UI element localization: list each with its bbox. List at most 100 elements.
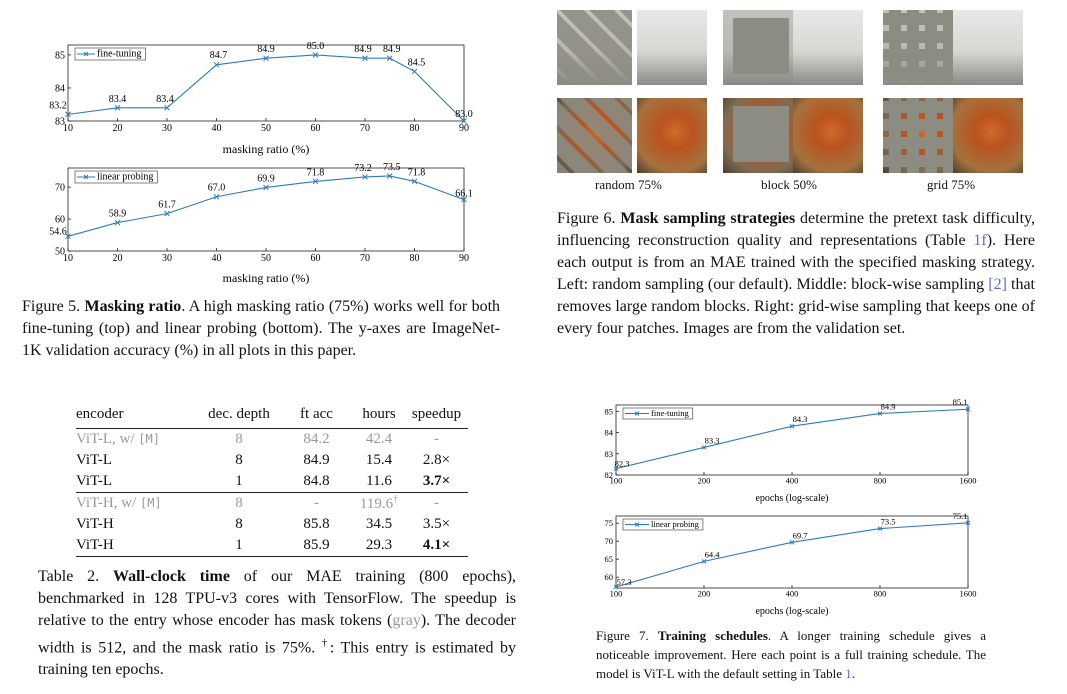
x-tick-label: 30	[162, 123, 172, 134]
data-point	[411, 178, 418, 185]
data-point	[213, 193, 220, 200]
data-label: 83.0	[455, 109, 473, 120]
data-point	[613, 466, 619, 471]
x-tick-label: 200	[698, 589, 711, 599]
table-row: ViT-L 8 84.9 15.4 2.8×	[76, 452, 451, 468]
data-point	[789, 423, 795, 429]
table2-header: ft acc	[300, 406, 333, 422]
table-row: ViT-H 1 85.9 29.3 4.1×	[76, 535, 468, 557]
data-label: 71.8	[408, 167, 426, 178]
data-point	[386, 55, 393, 62]
mask-pattern	[557, 98, 632, 173]
fig7-ref-table[interactable]: 1	[845, 666, 852, 681]
legend-label: fine-tuning	[97, 49, 141, 60]
data-point	[164, 104, 170, 111]
mask-pattern	[723, 98, 798, 173]
legend-label: fine-tuning	[651, 408, 690, 418]
fig7-caption: Figure 7. Training schedules. A longer t…	[596, 628, 987, 681]
data-label: 85.0	[307, 41, 325, 52]
x-tick-label: 90	[459, 123, 469, 134]
table2-header: dec. depth	[208, 406, 270, 422]
fig7-caption-title: Training schedules	[657, 628, 768, 643]
reconstruction-image	[637, 10, 707, 85]
mask-pattern	[557, 10, 632, 85]
data-point	[789, 539, 795, 545]
table-row: ViT-L, w/ [M] 8 84.2 42.4 -	[76, 428, 468, 450]
data-point	[965, 406, 971, 412]
data-label: 84.9	[383, 44, 401, 55]
y-tick-label: 65	[605, 554, 614, 564]
data-point	[965, 520, 971, 526]
mask-pattern	[883, 10, 958, 85]
y-tick-label: 83	[55, 117, 65, 128]
x-tick-label: 200	[698, 476, 711, 486]
fig5-charts: 10 20 30 40 50 60 70 80 90 83 84 85 83.2 83.4 83.4 84.7…	[49, 41, 473, 285]
series-line	[67, 175, 465, 237]
table-row: ViT-H 8 85.8 34.5 3.5×	[76, 516, 451, 532]
data-label: 83.2	[49, 100, 67, 111]
y-tick-label: 84	[55, 83, 65, 94]
fig6-label-random: random 75%	[595, 177, 662, 192]
fig6-ref-citation[interactable]: [2]	[988, 276, 1007, 293]
mask-pattern	[883, 98, 958, 173]
fig5-caption-title: Masking ratio	[84, 298, 182, 315]
fig6-ref-table[interactable]: 1f	[973, 232, 987, 249]
data-label: 66.1	[455, 189, 473, 200]
data-label: 82.3	[615, 459, 630, 469]
data-label: 84.9	[354, 44, 372, 55]
data-label: 84.3	[793, 414, 808, 424]
data-label: 83.4	[156, 94, 174, 105]
data-point	[461, 118, 467, 124]
data-point	[312, 52, 319, 58]
table2: encoder dec. depth ft acc hours speedup …	[76, 404, 468, 557]
masked-input-image	[723, 10, 798, 85]
mask-pattern	[723, 10, 798, 85]
fig7-charts: 100 200 400 800 1600 82 83 84 85 82.3 83.3 84.3 84.9…	[605, 397, 977, 617]
fig6-images	[557, 10, 1037, 180]
data-label: 84.5	[408, 57, 426, 68]
data-label: 69.9	[257, 173, 275, 184]
fig7-bot-xlabel: epochs (log-scale)	[755, 606, 828, 617]
data-point	[362, 174, 368, 180]
data-point	[613, 584, 619, 590]
y-tick-label: 50	[55, 247, 65, 258]
y-tick-label: 84	[605, 428, 614, 438]
x-tick-label: 40	[212, 253, 222, 264]
data-point	[877, 411, 883, 416]
data-point	[461, 196, 467, 203]
data-label: 61.7	[158, 200, 176, 211]
fig5-top-xlabel: masking ratio (%)	[223, 142, 310, 156]
masked-input-image	[557, 10, 632, 85]
fig7-top-xlabel: epochs (log-scale)	[755, 493, 828, 504]
fig7-linear-plot: 100 200 400 800 1600 60 65 70 75 57.3 64.4 69.7 73.5…	[605, 511, 977, 599]
y-tick-label: 82	[605, 470, 614, 480]
data-label: 54.6	[49, 226, 67, 237]
data-point	[213, 61, 220, 68]
y-tick-label: 85	[605, 406, 614, 416]
y-tick-label: 60	[605, 572, 614, 582]
x-tick-label: 400	[786, 476, 799, 486]
data-label: 84.9	[881, 401, 896, 411]
data-point	[411, 68, 418, 75]
fig6-label-grid: grid 75%	[927, 177, 976, 192]
x-tick-label: 80	[410, 123, 420, 134]
x-tick-label: 400	[786, 589, 799, 599]
y-tick-label: 60	[55, 215, 65, 226]
x-tick-label: 80	[410, 253, 420, 264]
data-point	[263, 55, 269, 62]
table2-header: hours	[362, 406, 396, 422]
legend: linear probing	[74, 170, 158, 184]
fig5-caption: Figure 5. Masking ratio. A high masking …	[22, 298, 501, 359]
data-point	[701, 445, 707, 450]
reconstruction-image	[953, 10, 1023, 85]
data-label: 71.8	[307, 167, 325, 178]
x-tick-label: 50	[261, 253, 271, 264]
x-tick-label: 90	[459, 253, 469, 264]
data-point	[877, 526, 883, 531]
table-row: ViT-L 1 84.8 11.6 3.7×	[76, 473, 451, 489]
series-line	[67, 54, 465, 122]
data-label: 84.9	[257, 44, 275, 55]
fig5-linear-plot: 10 20 30 40 50 60 70 80 90 50 60 70 54.6 58.9 61.7 67.0…	[49, 162, 473, 264]
fig5-bot-xlabel: masking ratio (%)	[223, 271, 310, 285]
legend-label: linear probing	[97, 172, 153, 183]
